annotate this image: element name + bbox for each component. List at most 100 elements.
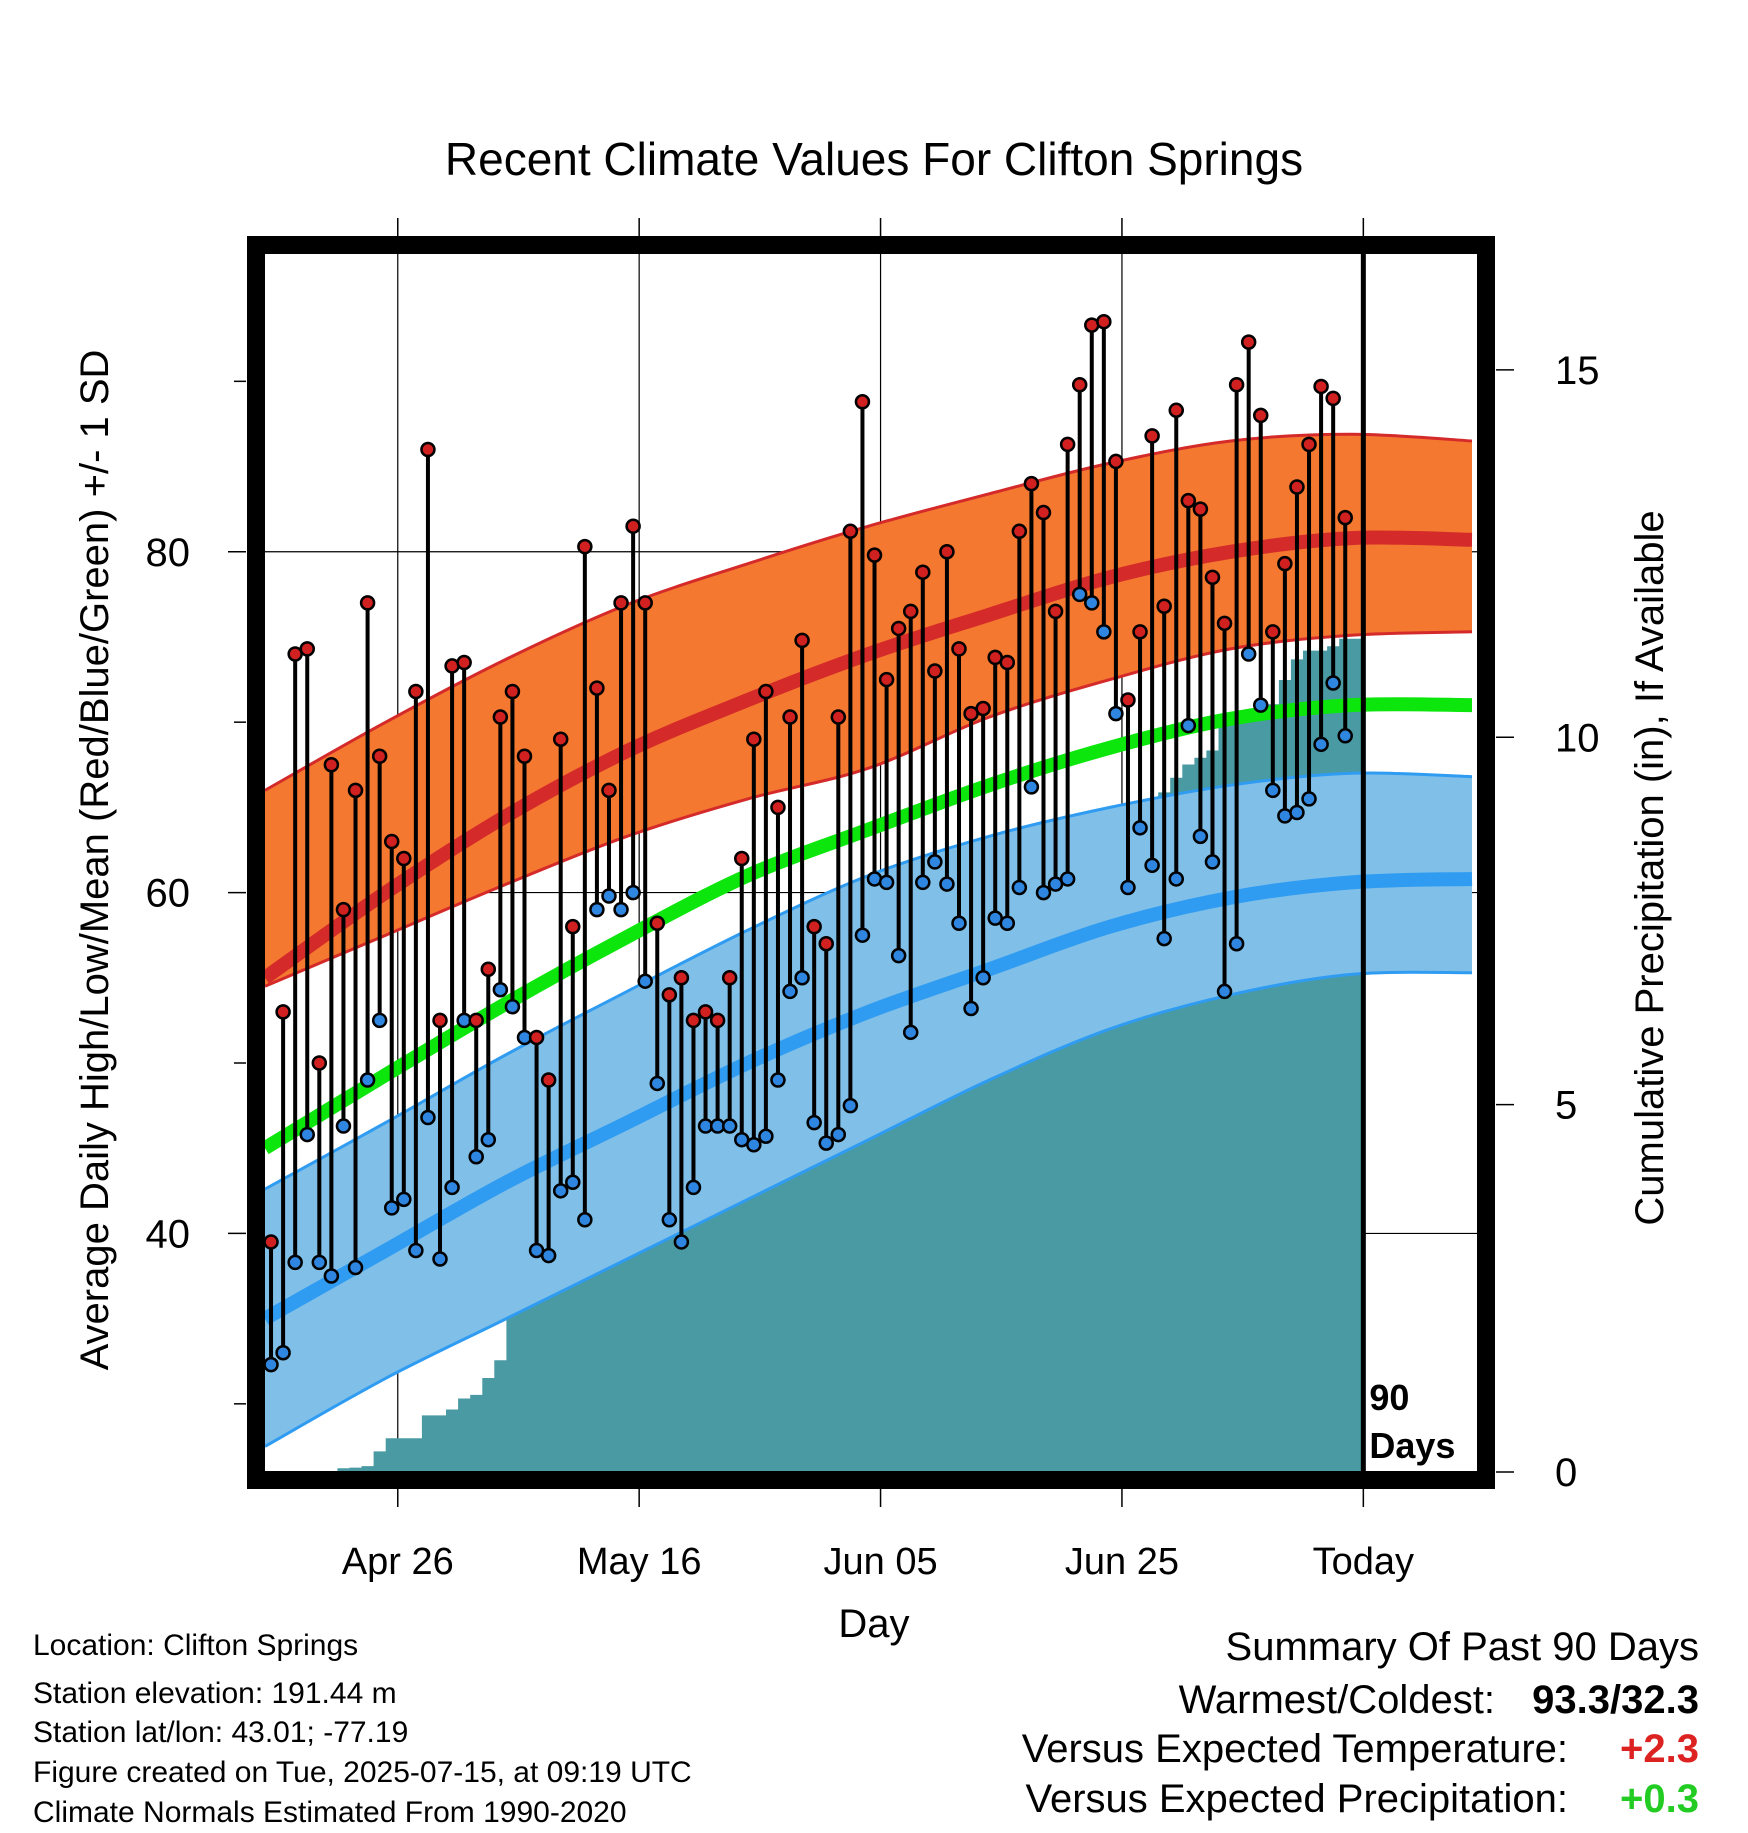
- daily-high-point: [1301, 436, 1317, 453]
- daily-low-point: [287, 1254, 303, 1271]
- daily-high-point: [1047, 603, 1064, 620]
- precip-anomaly-label: Versus Expected Precipitation:: [1025, 1777, 1568, 1821]
- daily-low-point: [577, 1212, 593, 1228]
- daily-high-point: [685, 1012, 702, 1029]
- high-sd-band: [265, 434, 1472, 987]
- daily-low-point: [589, 901, 605, 918]
- daily-low-point: [1228, 935, 1245, 952]
- daily-low-point: [1120, 879, 1136, 896]
- daily-high-point: [1289, 479, 1305, 495]
- daily-low-point: [637, 973, 653, 989]
- daily-high-point: [746, 731, 762, 747]
- daily-high-point: [323, 757, 340, 773]
- station-info: Location: Clifton Springs Station elevat…: [33, 1629, 692, 1829]
- daily-low-point: [504, 999, 521, 1015]
- daily-range-sticks: [265, 313, 1353, 1373]
- warm-cold-value: 93.3/32.3: [1532, 1678, 1699, 1722]
- daily-low-point: [540, 1247, 557, 1264]
- daily-low-point: [335, 1118, 352, 1134]
- daily-high-point: [432, 1012, 448, 1029]
- y-tick-label: 60: [146, 872, 191, 916]
- daily-high-point: [1192, 501, 1209, 517]
- daily-low-point: [1313, 736, 1329, 753]
- daily-high-point: [1180, 492, 1197, 509]
- temp-anomaly-label: Versus Expected Temperature:: [1022, 1727, 1568, 1771]
- daily-high-point: [890, 620, 907, 637]
- daily-low-point: [1071, 586, 1088, 603]
- x-tick-label: Jun 25: [1065, 1541, 1179, 1583]
- daily-low-point: [939, 876, 955, 892]
- daily-low-point: [1265, 782, 1281, 799]
- daily-low-point: [1132, 820, 1148, 836]
- summary-heading: Summary Of Past 90 Days: [1226, 1625, 1699, 1669]
- daily-low-point: [408, 1242, 424, 1259]
- daily-low-point: [649, 1075, 666, 1092]
- daily-high-point: [601, 782, 617, 799]
- daily-low-point: [468, 1148, 484, 1165]
- daily-high-point: [661, 987, 678, 1003]
- daily-high-point: [1096, 313, 1112, 330]
- daily-high-point: [1252, 407, 1269, 424]
- daily-low-point: [432, 1251, 448, 1267]
- warm-cold-label: Warmest/Coldest:: [1179, 1678, 1495, 1722]
- footer-elevation: Station elevation: 191.44 m: [33, 1677, 397, 1710]
- daily-high-point: [408, 683, 424, 700]
- daily-low-point: [359, 1072, 376, 1088]
- daily-low-point: [770, 1072, 786, 1088]
- daily-low-point: [265, 1356, 279, 1373]
- daily-high-point: [565, 918, 581, 935]
- y-tick-label: 40: [146, 1212, 191, 1256]
- daily-high-point: [1216, 615, 1233, 632]
- y-axis-title: Average Daily High/Low/Mean (Red/Blue/Gr…: [73, 350, 117, 1371]
- daily-low-point: [347, 1259, 364, 1276]
- daily-low-point: [299, 1126, 315, 1143]
- today-label-days: Days: [1369, 1425, 1455, 1466]
- daily-high-point: [842, 523, 859, 540]
- precip-anomaly-value: +0.3: [1620, 1777, 1699, 1821]
- daily-low-point: [275, 1344, 291, 1361]
- high-normal-line: [265, 530, 1473, 984]
- daily-low-point: [383, 1200, 400, 1216]
- daily-high-point: [1228, 376, 1245, 393]
- daily-low-point: [806, 1114, 822, 1131]
- daily-high-point: [854, 394, 871, 410]
- daily-low-point: [601, 888, 617, 904]
- daily-low-point: [758, 1128, 774, 1145]
- daily-low-point: [1144, 857, 1160, 874]
- daily-low-point: [492, 981, 509, 998]
- daily-low-point: [999, 915, 1016, 932]
- daily-high-point: [818, 935, 834, 952]
- daily-high-point: [1023, 475, 1040, 492]
- daily-high-point: [311, 1055, 328, 1071]
- daily-low-point: [1204, 854, 1221, 870]
- daily-high-point: [975, 700, 991, 717]
- daily-high-point: [1059, 436, 1076, 453]
- daily-high-point: [1337, 509, 1353, 526]
- daily-high-point: [697, 1004, 714, 1020]
- daily-low-point: [721, 1118, 738, 1134]
- plot-content: 90 Days: [265, 245, 1478, 1472]
- daily-high-point: [528, 1029, 545, 1046]
- daily-low-point: [890, 947, 907, 964]
- daily-high-point: [770, 799, 786, 816]
- daily-high-point: [794, 632, 810, 649]
- daily-low-point: [685, 1179, 702, 1196]
- daily-low-point: [444, 1179, 460, 1196]
- daily-low-point: [371, 1012, 388, 1029]
- daily-high-point: [359, 595, 376, 611]
- daily-low-point: [902, 1024, 919, 1041]
- daily-high-point: [734, 850, 750, 867]
- daily-low-point: [661, 1212, 678, 1228]
- daily-high-point: [420, 441, 436, 458]
- daily-high-point: [396, 850, 412, 867]
- daily-low-point: [794, 970, 810, 986]
- x-tick-label: Apr 26: [342, 1541, 454, 1583]
- footer-location: Location: Clifton Springs: [33, 1629, 358, 1662]
- daily-high-point: [275, 1004, 291, 1020]
- daily-high-point: [782, 709, 798, 725]
- footer-created: Figure created on Tue, 2025-07-15, at 09…: [33, 1756, 692, 1789]
- daily-low-point: [782, 983, 798, 1000]
- daily-high-point: [589, 680, 605, 696]
- daily-low-point: [1240, 646, 1257, 662]
